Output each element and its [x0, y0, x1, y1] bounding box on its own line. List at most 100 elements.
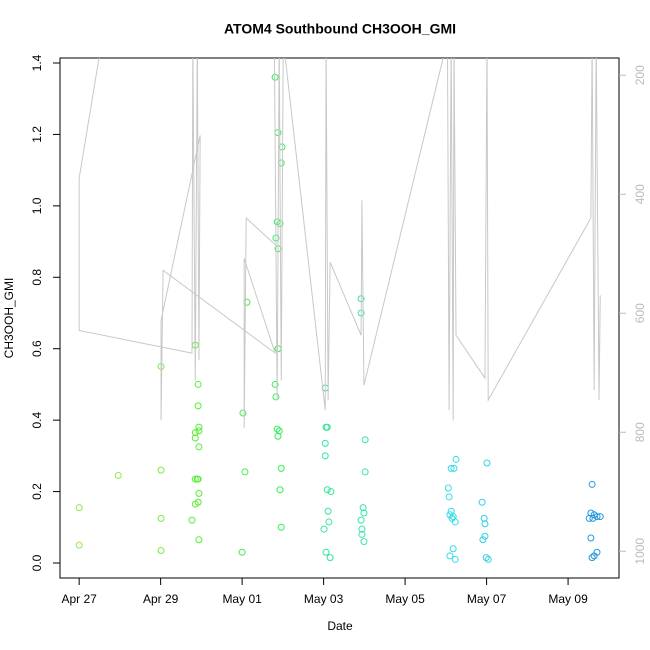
- data-point: [239, 409, 247, 417]
- data-point: [114, 472, 122, 479]
- x-tick-label: May 09: [548, 592, 588, 606]
- data-point: [325, 518, 333, 526]
- y-tick-label: 1.2: [30, 126, 44, 143]
- data-point: [75, 504, 83, 512]
- x-tick-label: May 03: [304, 592, 344, 606]
- data-point: [447, 464, 455, 472]
- y2-tick-label: 1000: [633, 538, 647, 565]
- data-point: [451, 518, 459, 526]
- data-point: [272, 393, 280, 401]
- data-point: [326, 554, 334, 562]
- data-point: [360, 509, 368, 517]
- data-point: [361, 468, 369, 476]
- data-point: [188, 516, 196, 524]
- data-point: [361, 436, 369, 444]
- plot-frame: [59, 57, 620, 579]
- y-tick-label: 0.6: [30, 340, 44, 357]
- data-point: [449, 545, 457, 553]
- data-point: [323, 486, 331, 494]
- data-point: [277, 464, 285, 472]
- y-tick-label: 1.4: [30, 54, 44, 71]
- data-point: [480, 514, 488, 522]
- data-point: [241, 468, 249, 476]
- data-point: [321, 452, 329, 460]
- y2-tick-label: 200: [633, 65, 647, 85]
- data-point: [596, 513, 604, 521]
- data-point: [75, 541, 83, 549]
- data-point: [327, 488, 335, 496]
- x-tick-label: Apr 27: [61, 592, 97, 606]
- data-point: [478, 498, 486, 506]
- data-point: [358, 525, 366, 533]
- x-tick-label: May 07: [467, 592, 507, 606]
- data-point: [195, 423, 203, 431]
- data-point: [444, 484, 452, 492]
- y2-tick-label: 800: [633, 422, 647, 442]
- x-tick-label: May 05: [385, 592, 425, 606]
- data-point: [276, 486, 284, 494]
- data-point: [359, 504, 367, 512]
- data-point: [320, 525, 328, 533]
- data-point: [322, 423, 330, 431]
- y-axis-label: CH3OOH_GMI: [2, 278, 16, 359]
- data-point: [588, 480, 596, 488]
- data-point: [482, 554, 490, 562]
- y2-tick-label: 600: [633, 303, 647, 323]
- data-point: [195, 427, 203, 435]
- data-point: [324, 507, 332, 515]
- x-axis-label: Date: [327, 619, 353, 633]
- pressure-line: [78, 58, 601, 429]
- data-point: [590, 552, 598, 560]
- data-point: [322, 548, 330, 556]
- data-point: [238, 548, 246, 556]
- data-point: [450, 464, 458, 472]
- data-point: [271, 380, 279, 388]
- data-point: [274, 345, 282, 353]
- data-point: [358, 530, 366, 538]
- data-point: [271, 73, 279, 81]
- data-point: [194, 402, 202, 410]
- data-point: [191, 475, 199, 483]
- data-point: [446, 552, 454, 560]
- y-tick-label: 1.0: [30, 197, 44, 214]
- data-point: [445, 493, 453, 501]
- y-tick-label: 0.2: [30, 483, 44, 500]
- data-point: [157, 466, 165, 474]
- data-point: [484, 555, 492, 563]
- plot-area: [75, 58, 604, 563]
- data-point: [321, 439, 329, 447]
- data-point: [481, 520, 489, 528]
- data-point: [277, 159, 285, 167]
- data-point: [451, 555, 459, 563]
- data-point: [194, 380, 202, 388]
- data-point: [483, 459, 491, 467]
- data-point: [195, 489, 203, 497]
- data-point: [479, 536, 487, 544]
- y2-tick-label: 400: [633, 184, 647, 204]
- y-tick-label: 0.4: [30, 411, 44, 428]
- data-point: [157, 547, 165, 554]
- data-point: [273, 425, 281, 433]
- x-tick-label: May 01: [222, 592, 262, 606]
- data-point: [274, 432, 282, 440]
- data-point: [191, 434, 199, 442]
- data-point: [452, 455, 460, 463]
- data-point: [481, 532, 489, 540]
- data-point: [585, 514, 593, 522]
- data-point: [191, 429, 199, 437]
- chart-title: ATOM4 Southbound CH3OOH_GMI: [224, 21, 456, 37]
- data-point: [587, 534, 595, 542]
- data-point: [277, 523, 285, 531]
- x-tick-label: Apr 29: [143, 592, 179, 606]
- y-tick-label: 0.0: [30, 554, 44, 571]
- data-point: [191, 500, 199, 508]
- data-point: [360, 538, 368, 546]
- data-point: [588, 554, 596, 562]
- y-tick-label: 0.8: [30, 269, 44, 286]
- data-point: [357, 516, 365, 524]
- data-point: [589, 514, 597, 522]
- data-point: [194, 475, 202, 483]
- data-point: [195, 443, 203, 451]
- data-point: [157, 514, 165, 522]
